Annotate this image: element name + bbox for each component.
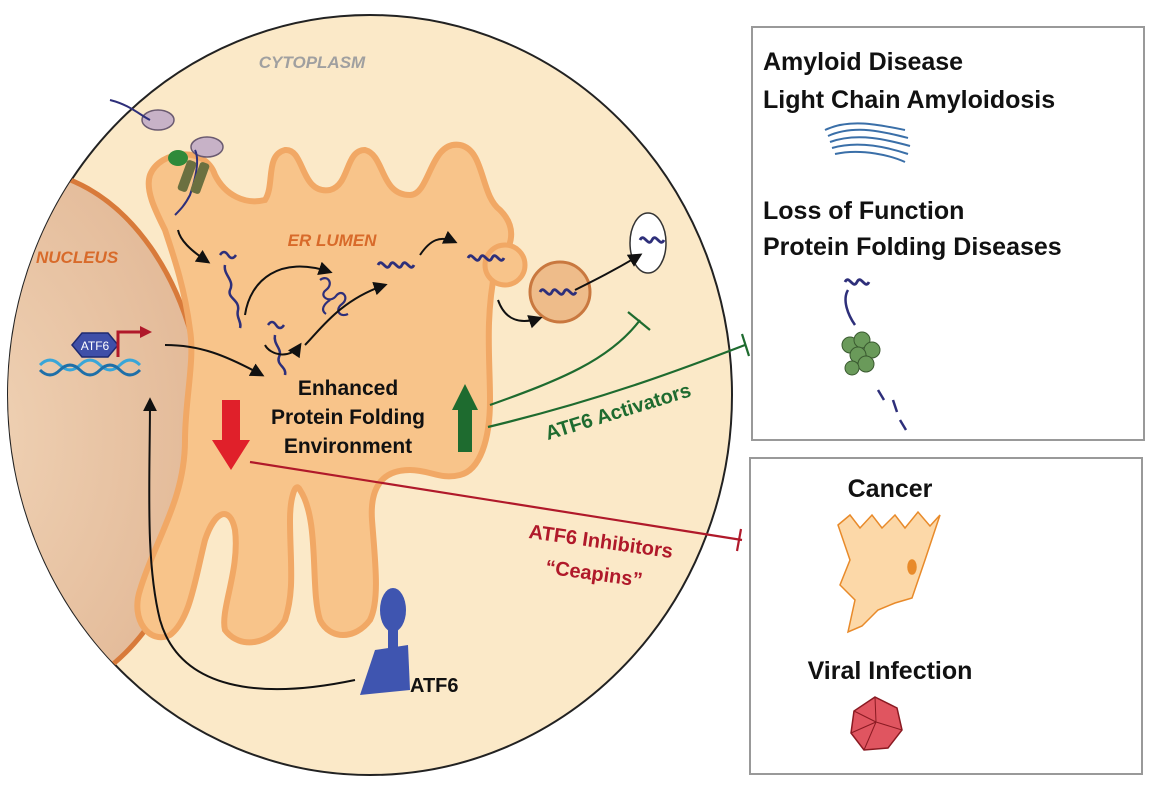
inhibitor-line [249,460,743,552]
translocon-icon [168,150,210,194]
endoplasmic-reticulum [134,141,515,646]
er-lumen-label: ER LUMEN [288,231,378,250]
cytoplasm-label: CYTOPLASM [259,53,366,72]
atf6-protein-icon [360,588,410,695]
misfolded-protein-icon [841,278,908,431]
atf6-promoter-icon [71,326,152,358]
center-text-line1: Enhanced [298,377,398,400]
panel-protein-folding-diseases [751,26,1145,441]
dna-helix-icon [38,358,142,377]
panel-top-title2: Light Chain Amyloidosis [763,86,1055,114]
unfolded-protein-icon [218,250,242,329]
nucleus-label: NUCLEUS [36,248,119,267]
atf6-protein-label: ATF6 [410,675,459,697]
panel-bottom-title2: Viral Infection [808,657,973,685]
atf6-promoter-label: ATF6 [81,339,110,353]
ribosome-icon [109,99,224,216]
folded-protein-icon [376,236,666,296]
up-arrow [452,384,478,452]
panel-top-title4: Protein Folding Diseases [763,233,1062,261]
center-text-line2: Protein Folding [271,406,425,429]
panel-top-title3: Loss of Function [763,197,964,225]
panel-bottom-title1: Cancer [848,475,933,503]
panel-top-title1: Amyloid Disease [763,48,963,76]
unfolded-protein-icon [266,320,287,376]
center-text-line3: Environment [284,435,412,458]
virus-icon [850,696,903,751]
folding-pathway-arrows [142,229,643,691]
folding-intermediate-icon [319,277,349,317]
down-arrow [212,400,250,470]
panel-cancer-viral [749,457,1143,775]
cancer-cell-icon [837,510,941,634]
activator-inhibition-lines [487,311,751,429]
amyloid-fibril-icon [824,122,911,163]
